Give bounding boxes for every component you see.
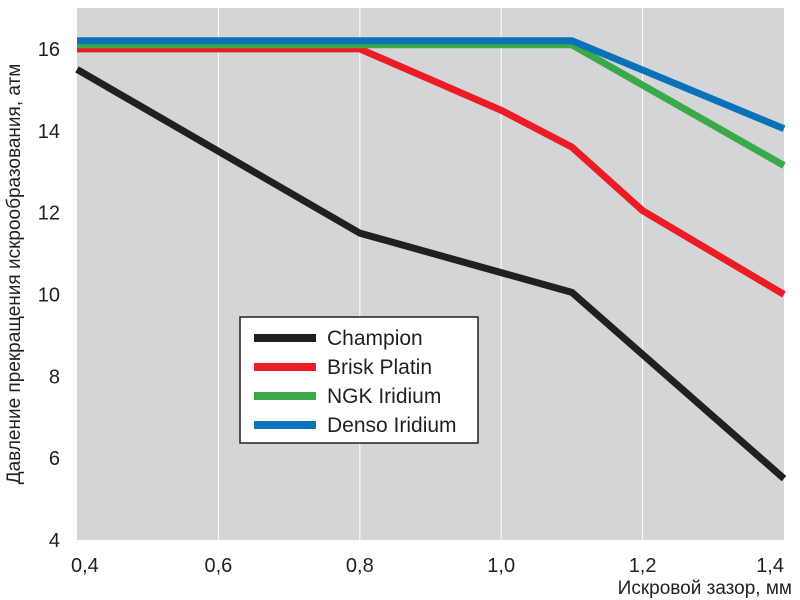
- legend-label: Brisk Platin: [327, 356, 432, 379]
- y-axis-ticks: 4 6 8 10 12 14 16: [38, 39, 60, 552]
- y-tick-label: 16: [38, 39, 60, 61]
- series-line-denso-iridium: [77, 37, 786, 132]
- x-tick-label: 0,4: [71, 555, 99, 577]
- legend-label: Denso Iridium: [327, 414, 457, 437]
- series-line-ngk-iridium: [77, 41, 786, 169]
- series-line-champion: [75, 66, 787, 482]
- x-tick-label: 0,6: [204, 555, 232, 577]
- legend-label: NGK Iridium: [327, 385, 441, 408]
- x-tick-label: 1,4: [756, 555, 784, 577]
- series-line-brisk-platin: [77, 45, 786, 298]
- x-tick-label: 0,8: [346, 555, 374, 577]
- series-lines: [75, 37, 787, 482]
- y-tick-label: 6: [49, 448, 60, 470]
- y-tick-label: 14: [38, 121, 60, 143]
- x-tick-label: 1,0: [487, 555, 515, 577]
- y-tick-label: 12: [38, 203, 60, 225]
- y-axis-title: Давление прекращения искрообразования, а…: [4, 64, 25, 485]
- y-tick-label: 10: [38, 284, 60, 306]
- x-axis-title: Искровой зазор, мм: [618, 578, 792, 599]
- legend: Champion Brisk Platin NGK Iridium Denso Iri…: [239, 316, 479, 444]
- legend-label: Champion: [327, 327, 423, 350]
- y-tick-label: 4: [49, 530, 60, 552]
- x-axis-ticks: 0,4 0,6 0,8 1,0 1,2 1,4: [71, 555, 784, 577]
- y-tick-label: 8: [49, 366, 60, 388]
- x-tick-label: 1,2: [629, 555, 657, 577]
